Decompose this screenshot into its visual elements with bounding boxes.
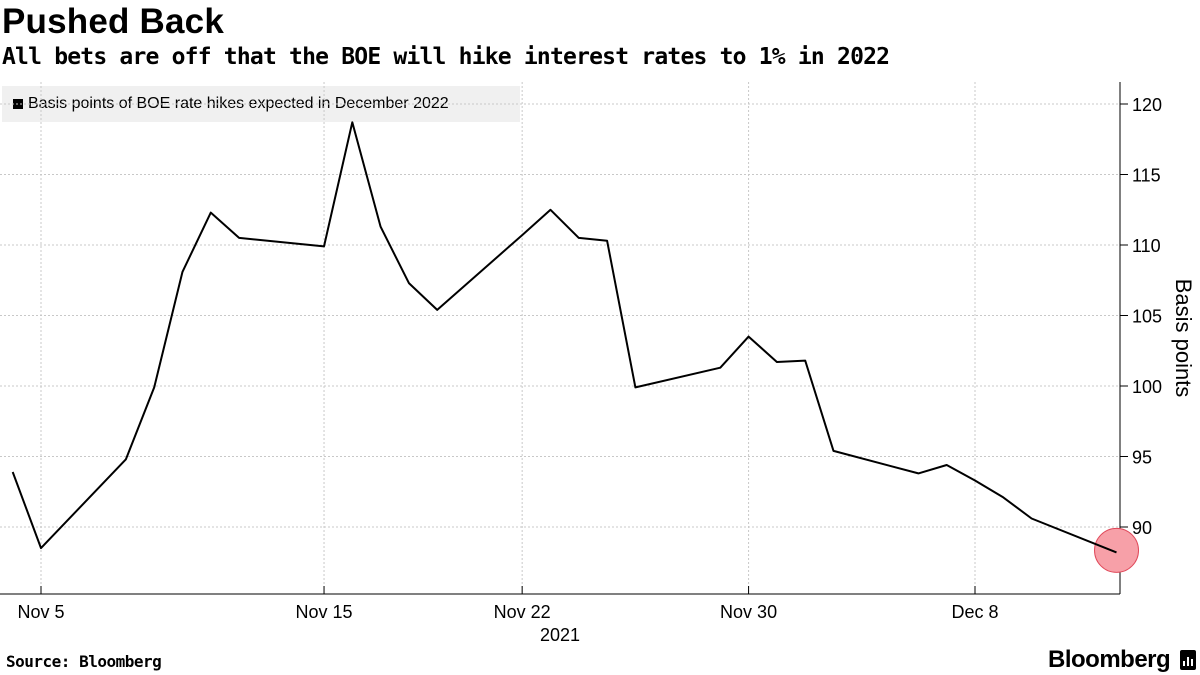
x-tick-label: Nov 30	[720, 602, 777, 622]
y-axis-title: Basis points	[1171, 279, 1196, 398]
bloomberg-terminal-icon	[1180, 650, 1196, 670]
chart-title: Pushed Back	[2, 2, 225, 41]
chart-subtitle: All bets are off that the BOE will hike …	[2, 44, 890, 70]
y-tick-label: 95	[1132, 448, 1152, 468]
x-tick-label: Nov 15	[296, 602, 353, 622]
last-value-marker	[1094, 527, 1140, 573]
legend-label: Basis points of BOE rate hikes expected …	[28, 95, 449, 112]
y-tick-label: 120	[1132, 95, 1162, 115]
series-line	[11, 121, 1117, 554]
y-tick-label: 100	[1132, 377, 1162, 397]
x-tick-label: Nov 22	[494, 602, 551, 622]
y-tick-label: 105	[1132, 307, 1162, 327]
x-tick-label: Dec 8	[951, 602, 998, 622]
y-tick-label: 115	[1132, 166, 1161, 186]
x-tick-label: Nov 5	[17, 602, 64, 622]
x-year-label: 2021	[540, 625, 580, 645]
y-tick-label: 90	[1132, 518, 1152, 538]
brand-logo: Bloomberg	[1048, 646, 1171, 673]
source-note: Source: Bloomberg	[6, 652, 162, 671]
y-tick-label: 110	[1132, 236, 1161, 256]
